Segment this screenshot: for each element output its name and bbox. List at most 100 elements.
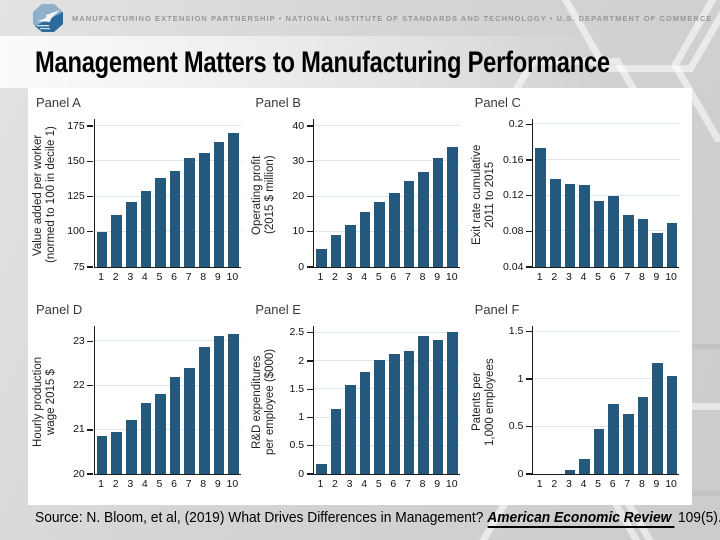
y-tick-mark	[525, 194, 532, 197]
bar	[111, 432, 122, 474]
x-tick-label: 9	[653, 478, 660, 490]
bar	[637, 218, 649, 267]
bar	[637, 397, 649, 474]
bar	[666, 376, 678, 474]
x-tick-label: 10	[445, 271, 458, 283]
y-tick-mark	[306, 332, 313, 334]
panel-f: Panel F Patents per 1,000 employees 0 0.5…	[471, 300, 690, 497]
y-tick-label: 2.5	[289, 326, 305, 339]
x-tick-label: 4	[580, 478, 587, 490]
bar	[389, 193, 400, 267]
panel-c-plot: 0.04 0.08 0.12 0.16 0.2	[503, 118, 680, 273]
y-tick-label: 125	[67, 190, 85, 203]
y-tick-mark	[87, 195, 94, 198]
bar	[447, 147, 459, 267]
panel-f-y-axis-label: Patents per 1,000 employees	[470, 358, 496, 446]
panel-e-y-axis-label: R&D expenditures per employee ($000)	[251, 348, 277, 456]
panel-b-x-axis-labels: 1 2 3 4 5 6 7 8 9 10	[313, 271, 459, 283]
x-tick-label: 5	[156, 478, 163, 490]
x-tick-label: 7	[624, 271, 631, 283]
y-tick-mark	[306, 416, 313, 419]
panel-c-y-axis-label: Exit rate cumulative 2011 to 2015	[470, 144, 496, 246]
x-tick-label: 2	[551, 478, 558, 490]
y-tick-label: 0.16	[502, 153, 524, 166]
bar	[593, 201, 605, 267]
panel-a-title: Panel A	[36, 95, 81, 110]
y-tick-label: 20	[292, 190, 305, 203]
y-tick-mark	[306, 195, 313, 198]
gridline	[314, 416, 461, 418]
y-tick-label: 1	[298, 411, 305, 424]
bar	[623, 215, 634, 267]
y-tick-label: 100	[67, 225, 85, 238]
bar	[125, 420, 137, 474]
bar	[666, 223, 678, 267]
x-tick-label: 9	[214, 478, 221, 490]
bar	[96, 435, 108, 474]
panel-b-plot: 0 10 20 30 40	[292, 119, 461, 273]
bar	[155, 178, 166, 267]
y-tick-mark	[306, 445, 313, 447]
y-tick-mark	[87, 125, 94, 127]
x-tick-label: 4	[141, 271, 148, 283]
panel-b: Panel B Operating profit (2015 $ million…	[251, 93, 470, 290]
x-tick-label: 4	[361, 271, 368, 283]
y-tick-label: 23	[73, 334, 85, 347]
gridline	[94, 125, 241, 127]
x-tick-label: 7	[405, 478, 411, 490]
panel-d: Panel D Hourly production wage 2015 $ 20…	[32, 300, 251, 497]
bar	[418, 171, 429, 267]
bar	[403, 180, 415, 267]
gridline	[533, 159, 680, 161]
panel-f-x-axis-labels: 1 2 3 4 5 6 7 8 9 10	[532, 478, 678, 490]
panel-c: Panel C Exit rate cumulative 2011 to 201…	[471, 93, 690, 290]
x-tick-label: 9	[653, 271, 660, 283]
x-tick-label: 5	[156, 271, 163, 283]
bar	[374, 359, 386, 474]
x-tick-label: 5	[595, 271, 601, 283]
x-tick-label: 8	[638, 271, 645, 283]
x-tick-label: 8	[419, 478, 426, 490]
x-tick-label: 8	[200, 271, 207, 283]
y-tick-label: 22	[73, 379, 85, 392]
x-tick-label: 5	[375, 478, 382, 490]
bar	[550, 178, 561, 267]
bar	[593, 429, 605, 474]
x-tick-label: 6	[390, 271, 397, 283]
x-tick-label: 2	[112, 478, 119, 490]
panel-e: Panel E R&D expenditures per employee ($…	[251, 300, 470, 497]
bar	[345, 224, 356, 267]
x-tick-label: 10	[665, 271, 677, 283]
panel-f-title: Panel F	[474, 302, 520, 317]
panel-e-title: Panel E	[255, 302, 301, 317]
panel-a: Panel A Value added per worker (normed t…	[32, 93, 251, 290]
bar	[447, 331, 459, 474]
y-tick-mark	[306, 266, 313, 268]
y-tick-label: 10	[292, 225, 305, 238]
x-tick-label: 3	[346, 271, 353, 283]
y-tick-label: 0	[517, 467, 524, 480]
x-tick-label: 6	[609, 478, 616, 490]
panel-f-plot: 0 0.5 1 1.5	[509, 325, 680, 480]
panel-d-plot: 20 21 22 23	[73, 326, 241, 480]
gridline	[94, 195, 241, 197]
bar	[359, 372, 371, 474]
gridline	[314, 444, 461, 446]
journal-name: American Economic Review	[487, 509, 675, 528]
x-tick-label: 6	[390, 478, 397, 490]
gridline	[533, 378, 680, 380]
x-tick-label: 3	[127, 271, 134, 283]
x-tick-label: 7	[185, 271, 192, 283]
y-tick-label: 0.2	[508, 117, 524, 130]
x-tick-label: 1	[98, 271, 104, 283]
bar	[564, 470, 576, 474]
bar	[432, 157, 444, 267]
bar	[198, 346, 210, 474]
y-tick-mark	[306, 388, 313, 390]
y-tick-label: 40	[292, 119, 305, 132]
x-tick-label: 7	[624, 478, 631, 490]
bar	[403, 351, 415, 474]
bar	[345, 385, 356, 474]
y-tick-label: 0.5	[508, 420, 524, 433]
bar	[140, 190, 152, 267]
